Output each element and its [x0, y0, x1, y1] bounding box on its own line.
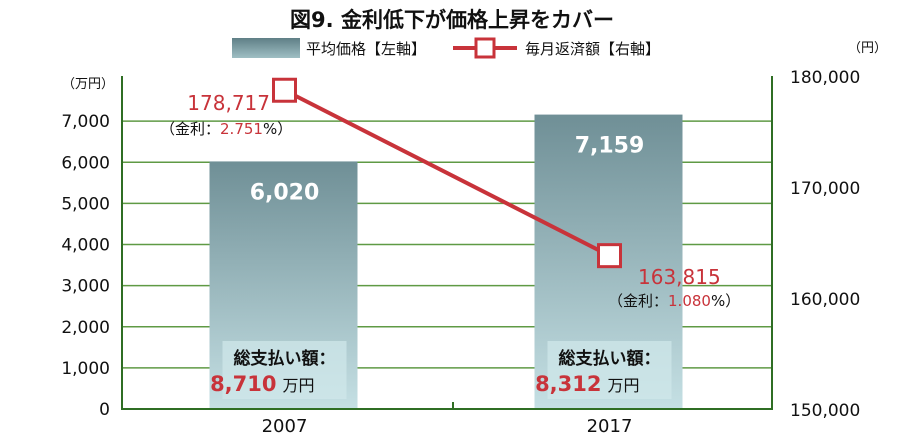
interest-rate-prefix: （金利：: [160, 120, 220, 138]
line-point-marker: [597, 243, 622, 269]
total-payment-unit: 万円: [608, 376, 640, 395]
left-tick-label: 7,000: [61, 112, 110, 132]
left-axis-unit: （万円）: [62, 77, 114, 92]
line-value-label: 163,815: [638, 265, 721, 289]
bar-value-label: 6,020: [250, 180, 320, 205]
x-tick-label: 2017: [587, 416, 633, 437]
line-value-label: 178,717: [187, 91, 270, 115]
left-tick-label: 6,000: [61, 153, 110, 173]
interest-rate-prefix: （金利：: [608, 292, 668, 310]
interest-rate-suffix: %）: [263, 120, 292, 138]
left-tick-label: 1,000: [61, 359, 110, 379]
total-payment-box: [547, 341, 672, 399]
interest-rate-value: 1.080: [668, 292, 711, 310]
total-payment-amount: 8,710: [210, 372, 276, 396]
left-tick-label: 0: [99, 400, 110, 420]
legend-line-marker: [474, 37, 496, 59]
total-payment-caption: 総支払い額：: [559, 348, 661, 369]
left-tick-label: 4,000: [61, 236, 110, 256]
right-tick-label: 160,000: [790, 290, 860, 310]
left-tick-label: 3,000: [61, 277, 110, 297]
right-axis-unit: （円）: [848, 41, 887, 56]
x-tick-label: 2007: [262, 416, 308, 437]
total-payment-caption: 総支払い額：: [234, 348, 336, 369]
interest-rate-annotation: （金利：1.080%）: [608, 292, 740, 310]
left-tick-label: 5,000: [61, 194, 110, 214]
legend-line-label: 毎月返済額【右軸】: [525, 40, 660, 58]
chart-title: 図9. 金利低下が価格上昇をカバー: [290, 8, 614, 32]
right-tick-label: 180,000: [790, 68, 860, 88]
right-tick-label: 150,000: [790, 401, 860, 421]
line-series: [283, 88, 611, 258]
line-point-marker: [272, 77, 297, 103]
bar-value-label: 7,159: [575, 134, 645, 159]
legend-bar-label: 平均価格【左軸】: [306, 40, 426, 58]
interest-rate-value: 2.751: [220, 120, 263, 138]
legend-bar-swatch: [232, 38, 300, 58]
interest-rate-suffix: %）: [711, 292, 740, 310]
total-payment-box: [222, 341, 347, 399]
total-payment-unit: 万円: [283, 376, 315, 395]
right-tick-label: 170,000: [790, 179, 860, 199]
interest-rate-annotation: （金利：2.751%）: [160, 120, 292, 138]
left-tick-label: 2,000: [61, 318, 110, 338]
total-payment-amount: 8,312: [535, 372, 601, 396]
